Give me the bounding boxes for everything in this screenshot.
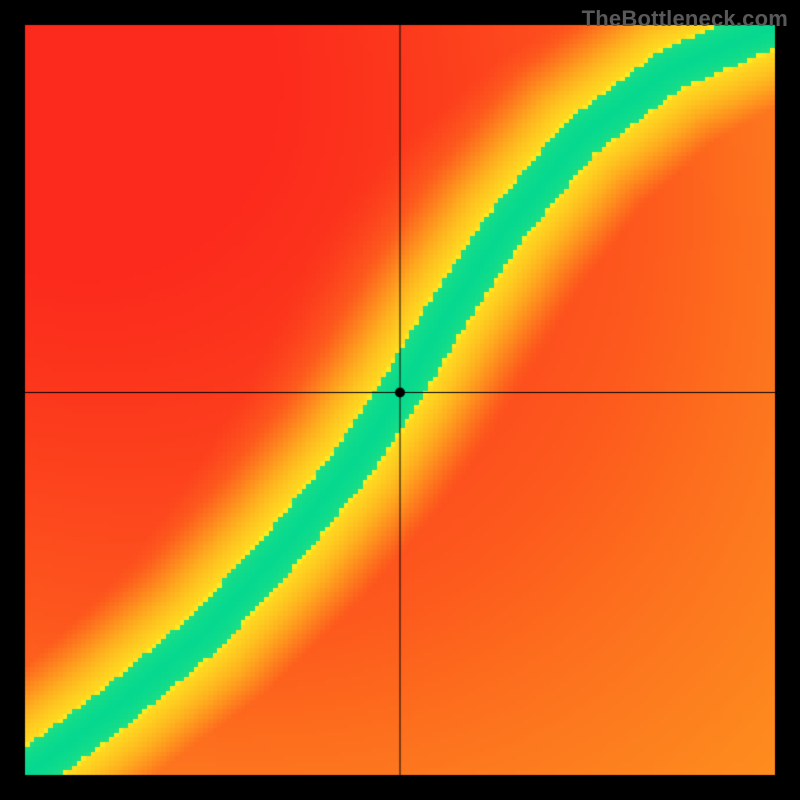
bottleneck-heatmap	[0, 0, 800, 800]
chart-container: TheBottleneck.com	[0, 0, 800, 800]
watermark-text: TheBottleneck.com	[582, 6, 788, 32]
